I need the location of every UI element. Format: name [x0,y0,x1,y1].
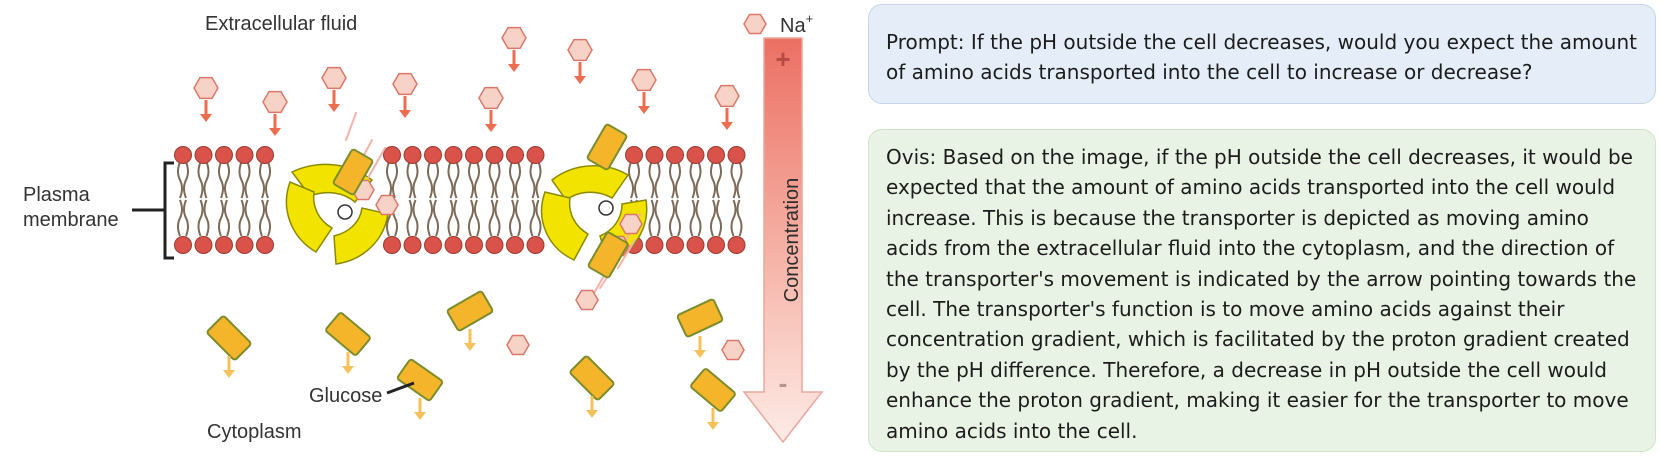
lipid-head [645,146,664,164]
lipid-head [424,146,442,164]
lipid-head [444,146,463,164]
gradient-plus-label: + [775,44,790,74]
glucose-molecule [690,368,736,412]
lipid-head [174,236,192,254]
sodium-ion [193,76,219,100]
lipid-head [424,236,442,254]
lipid-head [235,146,254,164]
lipid-head [444,236,463,254]
lipid-head [727,236,746,254]
lipid-head [727,146,746,164]
sodium-ions [193,13,767,361]
lipid-head [686,146,705,164]
sodium-ion [714,84,740,108]
lipid-head [215,236,233,254]
glucose-molecule [569,355,615,401]
plasma-membrane-label-line2: membrane [23,209,119,231]
sodium-ion [321,66,347,90]
concentration-gradient-arrow [742,37,824,444]
lipid-head [506,146,524,164]
plasma-membrane [174,146,746,254]
sodium-ion [392,72,418,96]
sodium-ion [375,194,399,216]
prompt-text: Prompt: If the pH outside the cell decre… [886,30,1637,84]
lipid-head [194,146,213,164]
membrane-transport-diagram: + - Concentration Extracellular fluid Pl… [23,11,824,444]
lipid-head [485,146,504,164]
concentration-label: Concentration [781,178,803,303]
lipid-head [707,146,725,164]
lipid-head [526,236,545,254]
glucose-molecule [332,148,374,196]
lipid-head [403,146,422,164]
answer-text: Ovis: Based on the image, if the pH outs… [886,145,1637,443]
glucose-molecules [206,123,736,430]
glucose-label: Glucose [309,385,382,407]
lipid-head [686,236,705,254]
sodium-ion [631,68,657,92]
sodium-ion [506,334,530,356]
lipid-head [194,236,213,254]
sodium-ion [575,289,599,311]
sodium-ion-label: Na+ [780,11,813,37]
sodium-ion [262,90,288,114]
sodium-ion [501,26,527,50]
lipid-head [625,146,643,164]
lipid-head [403,236,422,254]
lipid-head [256,146,274,164]
answer-message-box: Ovis: Based on the image, if the pH outs… [868,129,1656,452]
glucose-molecule [586,123,628,171]
lipid-head [506,236,524,254]
extracellular-fluid-label: Extracellular fluid [205,13,357,35]
glucose-molecule [325,312,371,356]
membrane-bracket [132,161,174,260]
lipid-head [666,236,684,254]
glucose-molecule [396,358,444,402]
glucose-pointer-line [386,381,415,395]
sodium-ion [743,13,767,35]
glucose-molecule [676,298,724,338]
glucose-molecule [587,231,629,279]
lipid-head [465,146,483,164]
lipid-head [707,236,725,254]
lipid-head [666,146,684,164]
sodium-ion [721,339,745,361]
lipid-head [485,236,504,254]
lipid-head [215,146,233,164]
prompt-message-box: Prompt: If the pH outside the cell decre… [868,4,1656,104]
lipid-head [174,146,192,164]
sodium-ion [478,86,504,110]
sodium-ion [567,38,593,62]
lipid-head [256,236,274,254]
lipid-head [465,236,483,254]
lipid-head [645,236,664,254]
gradient-minus-label: - [779,368,788,398]
lipid-head [383,236,401,254]
lipid-head [526,146,545,164]
glucose-molecule [206,315,252,361]
plasma-membrane-label-line1: Plasma [23,184,91,206]
cytoplasm-label: Cytoplasm [207,421,301,443]
sodium-ion [619,213,643,235]
lipid-head [383,146,401,164]
glucose-molecule [446,290,494,332]
lipid-head [235,236,254,254]
